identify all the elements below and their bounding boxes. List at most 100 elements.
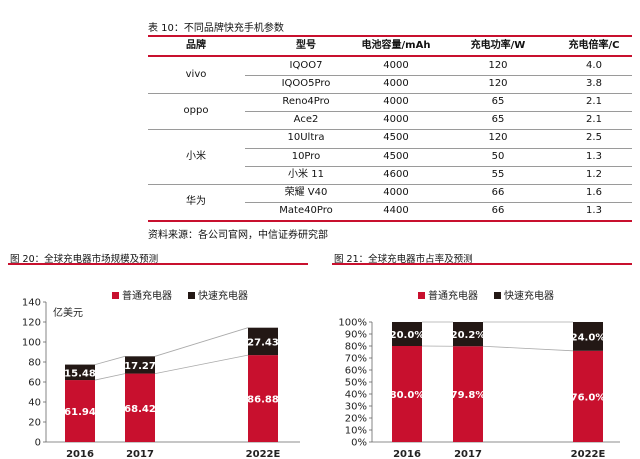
table-cell: 4400 [383,204,409,216]
legend-swatch-ordinary [418,292,425,299]
table-cell: 4.0 [586,60,602,71]
y-tick-label: 80% [345,342,367,353]
fast-data-label: 24.0% [571,332,606,343]
y-tick-label: 80 [28,358,41,369]
table-source: 资料来源：各公司官网，中信证券研究部 [148,230,328,241]
fast-bar [453,322,483,347]
y-tick-label: 120 [22,318,41,329]
ordinary-bar [573,350,603,442]
fast-data-label: 20.2% [451,330,486,341]
fig21-title-rule [332,263,632,265]
table-brand-cell: 华为 [186,195,206,207]
table-top-rule [148,35,632,37]
table-cell: 荣耀 V40 [284,186,328,198]
table-cell: 4500 [383,132,409,144]
table-cell: 66 [491,186,505,198]
y-tick-label: 10% [345,426,367,437]
ordinary-data-label: 79.8% [451,390,486,401]
table-cell: 4000 [383,60,409,71]
table-header-cell: 电池容量/mAh [361,40,431,51]
table-brand-cell: 小米 [186,150,206,162]
y-tick-label: 40 [28,398,41,409]
table-header-cell: 型号 [296,40,316,51]
fast-bar [125,356,155,374]
table-cell: 65 [491,96,505,108]
y-axis-label: 亿美元 [53,306,83,319]
table-bottom-rule [148,219,632,222]
table-cell: 1.3 [586,150,602,162]
table-cell: 66 [491,204,505,216]
table-cell: 4000 [383,114,409,126]
table-cell: 4600 [383,168,409,180]
y-tick-label: 50% [345,378,367,389]
y-tick-label: 60 [28,378,41,389]
table-cell: 1.2 [586,168,602,180]
table-group-rule [148,129,632,131]
y-tick-label: 100% [338,318,367,329]
ordinary-bar [65,380,95,442]
y-tick-label: 70% [345,354,367,365]
table-cell: Reno4Pro [282,96,330,108]
table-cell: 120 [488,78,508,90]
table-cell: 10Pro [291,150,321,162]
table-brand-cell: vivo [185,69,207,81]
fast-bar [573,322,603,351]
table-cell: Ace2 [293,114,319,126]
y-tick-label: 20 [28,418,41,429]
table-cell: 4000 [383,186,409,198]
table-cell: 2.1 [586,114,602,126]
y-tick-label: 40% [345,390,367,401]
legend-label-fast: 快速充电器 [198,289,248,302]
table-cell: 4500 [383,150,409,162]
table-cell: 小米 11 [288,168,324,180]
y-tick-label: 60% [345,366,367,377]
fast-data-label: 20.0% [390,330,425,341]
fast-bar [392,322,422,346]
legend-swatch-fast [188,292,195,299]
table-group-rule [148,183,632,185]
table-row-rule [245,111,632,113]
x-tick-label: 2017 [126,449,154,459]
legend-swatch-fast [494,292,501,299]
ordinary-data-label: 76.0% [571,392,606,403]
table-cell: IQOO7 [289,60,323,71]
table-cell: Mate40Pro [279,204,333,216]
table-row-rule [245,147,632,149]
table-cell: 65 [491,114,505,126]
table-cell: 55 [491,168,505,180]
table-cell: IQOO5Pro [281,78,331,90]
legend-label-ordinary: 普通充电器 [122,289,172,302]
legend-label-ordinary: 普通充电器 [428,289,478,302]
table-cell: 50 [491,150,505,162]
fast-data-label: 27.43 [247,337,279,348]
table-row-rule [245,201,632,203]
fast-data-label: 15.48 [64,368,96,379]
ordinary-connector-line [94,373,126,381]
y-tick-label: 100 [22,338,41,349]
legend-label-fast: 快速充电器 [504,289,554,302]
x-tick-label: 2016 [66,449,94,459]
ordinary-connector-line [482,345,574,352]
table-row-rule [245,75,632,77]
ordinary-bar [248,355,278,442]
y-tick-label: 90% [345,330,367,341]
fast-bar [248,327,278,356]
y-tick-label: 30% [345,402,367,413]
table-title: 表 10：不同品牌快充手机参数 [148,23,284,34]
fig20-title: 图 20：全球充电器市场规模及预测 [10,254,159,265]
legend-swatch-ordinary [112,292,119,299]
y-tick-label: 0% [351,438,367,449]
table-cell: 1.3 [586,204,602,216]
x-tick-label: 2016 [393,449,421,459]
x-tick-label: 2022E [571,449,606,459]
fig20-title-rule [8,263,308,265]
y-tick-label: 20% [345,414,367,425]
table-header-cell: 品牌 [186,40,206,51]
ordinary-data-label: 68.42 [124,404,156,415]
table-header-rule [148,55,632,57]
total-connector-line [94,355,126,365]
y-tick-label: 0 [35,438,41,449]
ordinary-bar [453,346,483,442]
ordinary-data-label: 80.0% [390,390,425,401]
fast-bar [65,364,95,381]
